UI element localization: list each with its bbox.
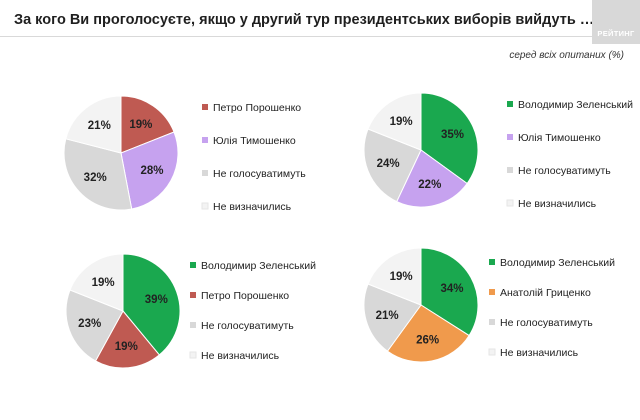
slice-label: 28% — [140, 165, 163, 177]
rating-logo: РЕЙТИНГ — [592, 0, 640, 44]
legend-label: Не голосуватимуть — [518, 165, 611, 177]
legend-swatch — [488, 348, 496, 356]
slice-label: 19% — [129, 119, 152, 131]
legend-swatch — [507, 167, 513, 173]
pie-slice-wont-vote — [363, 283, 422, 352]
legend-item-hrytsenko: Анатолій Гриценко — [489, 287, 591, 299]
legend-item-poroshenko: Петро Порошенко — [190, 290, 289, 302]
slice-label: 19% — [115, 341, 138, 353]
page-title: За кого Ви проголосуєте, якщо у другий т… — [14, 12, 604, 28]
legend-swatch — [489, 259, 495, 265]
slice-label: 22% — [418, 179, 441, 191]
legend-label: Юлія Тимошенко — [518, 132, 601, 144]
pie-slice-zelensky — [122, 253, 181, 356]
legend-item-undecided: Не визначились — [506, 198, 597, 210]
legend-swatch — [202, 170, 208, 176]
pie-slice-zelensky — [420, 92, 479, 185]
slice-label: 26% — [416, 335, 439, 347]
pie-slice-wont-vote — [63, 138, 133, 211]
legend-swatch — [189, 351, 197, 359]
legend-item-wont-vote: Не голосуватимуть — [202, 168, 306, 180]
legend-label: Не голосуватимуть — [201, 320, 294, 332]
legend-label: Володимир Зеленський — [201, 260, 316, 272]
logo-text: РЕЙТИНГ — [597, 29, 635, 38]
legend-label: Юлія Тимошенко — [213, 135, 296, 147]
slice-label: 32% — [84, 172, 107, 184]
pie-chart-4: 34% 26% 21% 19% Володимир Зеленський Анатолій… — [363, 247, 615, 363]
subtitle: серед всіх опитаних (%) — [509, 50, 624, 61]
legend-swatch — [506, 199, 514, 207]
legend-item-zelensky: Володимир Зеленський — [190, 260, 316, 272]
title-divider — [0, 36, 592, 37]
slice-label: 34% — [440, 283, 463, 295]
legend-item-undecided: Не визначились — [201, 201, 292, 213]
legend-label: Володимир Зеленський — [518, 99, 633, 111]
slice-label: 35% — [441, 129, 464, 141]
legend-item-undecided: Не визначились — [189, 350, 280, 362]
legend-item-undecided: Не визначились — [488, 347, 579, 359]
legend-label: Володимир Зеленський — [500, 257, 615, 269]
legend-swatch — [201, 202, 209, 210]
legend-label: Не визначились — [518, 198, 597, 210]
slice-label: 19% — [390, 116, 413, 128]
legend-label: Не визначились — [500, 347, 579, 359]
legend-item-zelensky: Володимир Зеленський — [507, 99, 633, 111]
legend-swatch — [202, 137, 208, 143]
pie-slice-poroshenko — [120, 95, 175, 154]
pie-slice-poroshenko — [94, 310, 161, 369]
slice-label: 23% — [78, 318, 101, 330]
pie-slice-wont-vote — [363, 128, 422, 203]
slice-label: 24% — [377, 158, 400, 170]
legend-swatch — [202, 104, 208, 110]
legend-label: Не голосуватимуть — [500, 317, 593, 329]
pie-slice-tymoshenko — [120, 131, 179, 210]
legend-label: Не визначились — [201, 350, 280, 362]
pie-chart-2: 35% 22% 24% 19% Володимир Зеленський Юлія Тим… — [363, 92, 633, 210]
slice-label: 39% — [145, 294, 168, 306]
legend-item-tymoshenko: Юлія Тимошенко — [507, 132, 601, 144]
legend-item-wont-vote: Не голосуватимуть — [489, 317, 593, 329]
slice-label: 21% — [376, 310, 399, 322]
legend-swatch — [507, 101, 513, 107]
legend-label: Не голосуватимуть — [213, 168, 306, 180]
slice-label: 21% — [88, 120, 111, 132]
legend-item-tymoshenko: Юлія Тимошенко — [202, 135, 296, 147]
legend-swatch — [190, 262, 196, 268]
legend-item-zelensky: Володимир Зеленський — [489, 257, 615, 269]
slice-label: 19% — [92, 277, 115, 289]
legend-swatch — [190, 292, 196, 298]
pie-chart-1: 19% 28% 32% 21% Петро Порошенко Юлія Тимошенк… — [63, 95, 306, 213]
pie-slice-undecided — [69, 253, 124, 312]
legend-item-wont-vote: Не голосуватимуть — [190, 320, 294, 332]
pie-slice-wont-vote — [65, 289, 124, 362]
slice-label: 19% — [390, 271, 413, 283]
pie-slice-undecided — [367, 92, 422, 151]
pie-chart-3: 39% 19% 23% 19% Володимир Зеленський Петро По… — [65, 253, 316, 369]
legend-label: Не визначились — [213, 201, 292, 213]
legend-swatch — [489, 289, 495, 295]
pie-slice-hrytsenko — [386, 304, 470, 363]
legend-label: Анатолій Гриценко — [500, 287, 591, 299]
legend-swatch — [190, 322, 196, 328]
legend-swatch — [489, 319, 495, 325]
legend-label: Петро Порошенко — [201, 290, 289, 302]
pie-slice-undecided — [367, 247, 422, 306]
pie-slice-undecided — [65, 95, 122, 154]
legend-label: Петро Порошенко — [213, 102, 301, 114]
legend-item-wont-vote: Не голосуватимуть — [507, 165, 611, 177]
legend-item-poroshenko: Петро Порошенко — [202, 102, 301, 114]
legend-swatch — [507, 134, 513, 140]
